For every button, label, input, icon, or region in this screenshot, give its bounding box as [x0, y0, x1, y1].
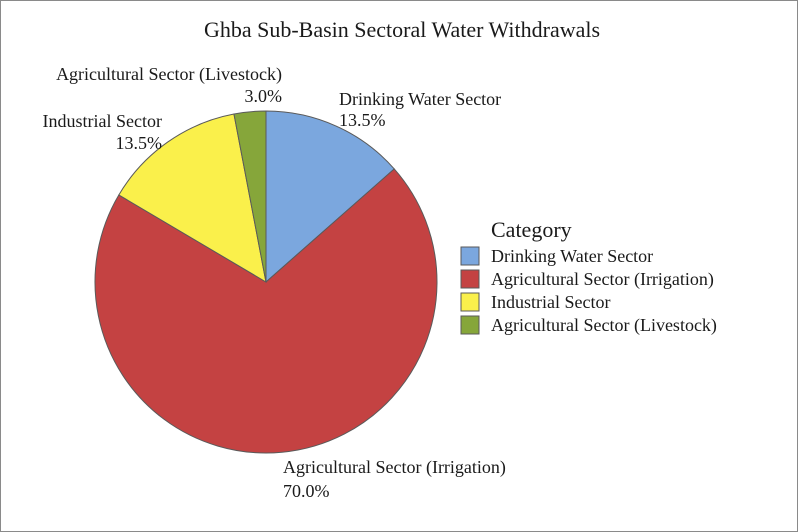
- slice-percent-label: 70.0%: [283, 481, 330, 501]
- legend-swatch: [460, 269, 480, 289]
- legend-swatch: [460, 246, 480, 266]
- legend-label: Drinking Water Sector: [491, 246, 653, 266]
- pie-slices: [94, 110, 438, 454]
- pie-slice: [118, 113, 267, 283]
- slice-percent-label: 3.0%: [245, 86, 283, 106]
- legend-title: Category: [491, 217, 572, 242]
- slice-name-label: Agricultural Sector (Livestock): [56, 64, 282, 85]
- legend-label: Agricultural Sector (Livestock): [491, 315, 717, 336]
- pie-slice: [94, 168, 438, 454]
- chart-title: Ghba Sub-Basin Sectoral Water Withdrawal…: [204, 17, 600, 42]
- pie-slice: [265, 110, 395, 284]
- slice-percent-label: 13.5%: [116, 133, 163, 153]
- legend-label: Industrial Sector: [491, 292, 610, 312]
- slice-name-label: Drinking Water Sector: [339, 89, 501, 109]
- legend-swatch: [460, 292, 480, 312]
- legend: Category Drinking Water Sector Agricultur…: [460, 217, 717, 336]
- legend-swatch: [460, 315, 480, 335]
- slice-name-label: Industrial Sector: [43, 111, 162, 131]
- slice-percent-label: 13.5%: [339, 110, 386, 130]
- legend-label: Agricultural Sector (Irrigation): [491, 269, 714, 290]
- slice-name-label: Agricultural Sector (Irrigation): [283, 457, 506, 478]
- pie-slice: [233, 110, 267, 283]
